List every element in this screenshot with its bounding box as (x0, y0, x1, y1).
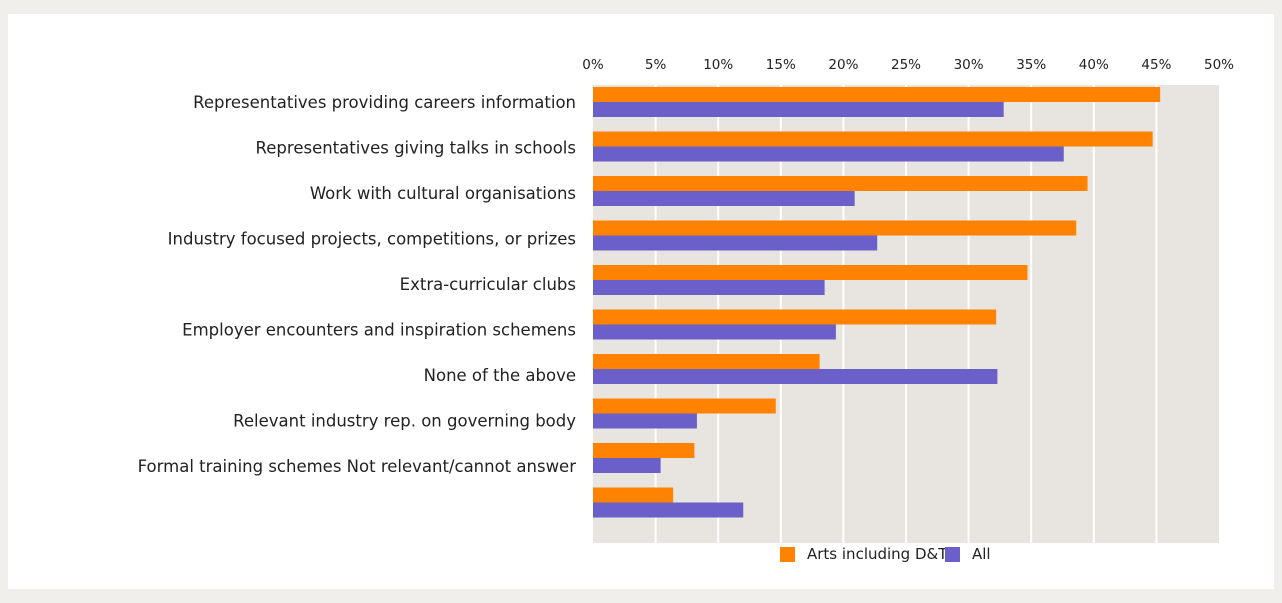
category-label: Industry focused projects, competitions,… (168, 230, 576, 249)
bar-chart: 0% 5% 10% 15% 20% 25% 30% 35% 40% 45% 50% Represen… (138, 57, 1235, 563)
x-tick-label: 5% (645, 57, 667, 73)
bar-all (593, 280, 825, 295)
bar-all (593, 502, 744, 518)
plot-area (593, 85, 1219, 543)
bar-all (593, 458, 661, 473)
bar-all (593, 146, 1064, 162)
bar-arts (593, 265, 1028, 280)
bar-arts (593, 398, 776, 414)
x-tick-label: 30% (954, 57, 984, 73)
category-labels: Representatives providing careers inform… (138, 93, 577, 476)
bar-all (593, 102, 1004, 117)
x-tick-label: 25% (891, 57, 921, 73)
category-label: Employer encounters and inspiration sche… (182, 321, 576, 340)
bar-all (593, 369, 998, 384)
category-label: Extra-curricular clubs (400, 275, 576, 294)
category-label: Representatives providing careers inform… (193, 93, 576, 112)
x-tick-label: 0% (582, 57, 604, 73)
bar-all (593, 324, 836, 340)
x-tick-label: 35% (1016, 57, 1046, 73)
bar-arts (593, 487, 674, 503)
x-tick-label: 40% (1079, 57, 1109, 73)
x-tick-label: 50% (1204, 57, 1234, 73)
legend-swatch (780, 547, 795, 562)
x-tick-label: 10% (703, 57, 733, 73)
bar-all (593, 413, 697, 429)
bar-arts (593, 220, 1077, 236)
bar-arts (593, 354, 820, 369)
bar-all (593, 191, 855, 206)
legend-swatch (945, 547, 960, 562)
chart-card: 0% 5% 10% 15% 20% 25% 30% 35% 40% 45% 50% Represen… (8, 14, 1274, 589)
bar-arts (593, 309, 997, 325)
legend-label: Arts including D&T (807, 545, 948, 563)
category-label: Formal training schemes Not relevant/can… (138, 457, 577, 476)
x-tick-label: 15% (766, 57, 796, 73)
category-label: None of the above (424, 366, 576, 385)
bar-all (593, 235, 878, 251)
bar-arts (593, 131, 1153, 147)
x-tick-label: 45% (1141, 57, 1171, 73)
legend: Arts including D&T All (780, 545, 991, 563)
x-tick-label: 20% (828, 57, 858, 73)
category-label: Relevant industry rep. on governing body (233, 412, 576, 431)
bar-arts (593, 443, 695, 458)
bar-arts (593, 176, 1088, 191)
category-label: Work with cultural organisations (310, 184, 576, 203)
x-axis-ticks: 0% 5% 10% 15% 20% 25% 30% 35% 40% 45% 50% (582, 57, 1234, 73)
category-label: Representatives giving talks in schools (256, 139, 576, 158)
bar-arts (593, 87, 1161, 102)
legend-label: All (972, 545, 991, 563)
